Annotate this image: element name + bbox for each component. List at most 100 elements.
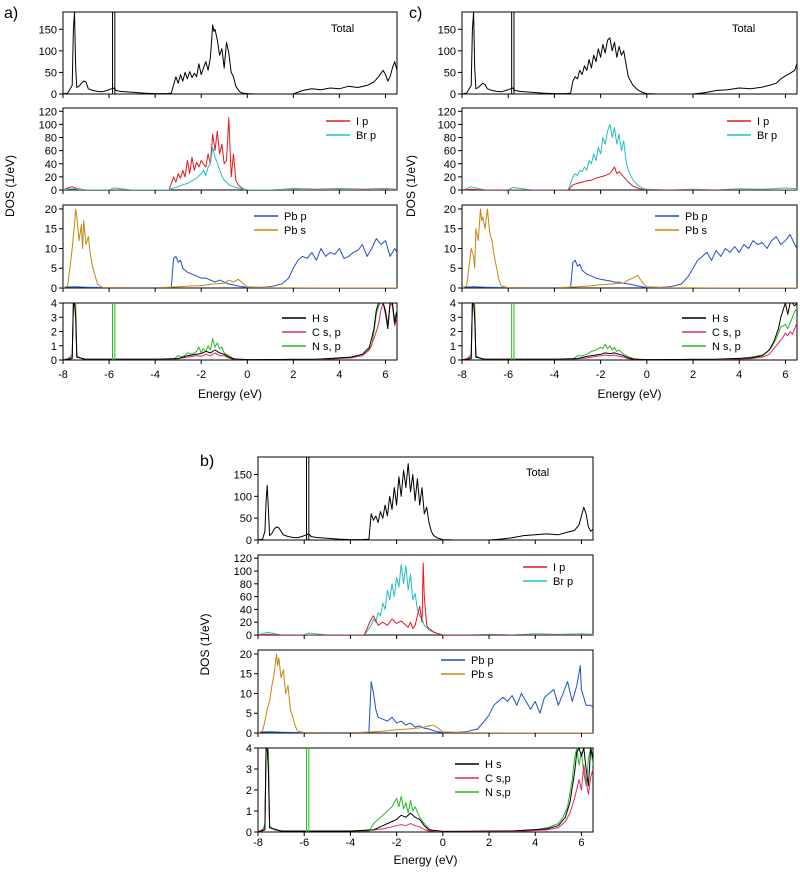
legend-label: Br p [356, 130, 376, 142]
subplot-title: Total [526, 467, 549, 479]
y-tick-label: 100 [39, 119, 57, 131]
y-tick-label: 20 [240, 649, 252, 661]
subplot-frame [257, 456, 594, 541]
y-tick-label: 20 [45, 204, 57, 216]
series-pb-p [258, 665, 593, 733]
plot-area [258, 748, 593, 832]
y-tick-label: 4 [51, 298, 57, 310]
panel-label-b: b) [200, 453, 214, 470]
series-br-p [462, 123, 797, 190]
y-tick-label: 100 [234, 566, 252, 578]
x-axis-title: Energy (eV) [597, 387, 661, 401]
legend-label: Pb s [284, 225, 307, 237]
y-tick-label: 40 [240, 604, 252, 616]
x-tick-label: -2 [392, 837, 402, 849]
legend-label: C s, p [312, 327, 341, 339]
legend-label: H s [712, 313, 729, 325]
y-tick-label: 120 [39, 106, 57, 118]
series-i-p [462, 166, 797, 190]
series-total [63, 12, 397, 94]
y-tick-label: 120 [234, 553, 252, 565]
series-total [462, 12, 797, 94]
x-tick-label: 6 [578, 837, 584, 849]
plot-area [258, 457, 593, 540]
subplot-b-total: 0 50 100 150 Total [234, 456, 594, 547]
x-tick-label: 0 [644, 369, 650, 381]
y-tick-label: 15 [45, 224, 57, 236]
y-tick-label: 10 [45, 243, 57, 255]
series-n-s-p [462, 303, 797, 360]
series-pb-s [63, 208, 397, 288]
y-tick-label: 40 [444, 159, 456, 171]
y-tick-label: 2 [450, 327, 456, 339]
series-i-p [258, 562, 593, 635]
subplot-title: Total [331, 23, 354, 35]
x-tick-label: -4 [346, 837, 356, 849]
legend-label: Pb p [284, 211, 307, 223]
y-tick-label: 100 [438, 46, 456, 58]
y-tick-label: 0 [51, 355, 57, 367]
y-tick-label: 20 [45, 172, 57, 184]
series-c-s-p [258, 748, 593, 832]
y-tick-label: 0 [450, 89, 456, 101]
y-tick-label: 3 [246, 764, 252, 776]
y-tick-label: 0 [246, 630, 252, 642]
subplot-a-Pb: 0 5 10 15 20 Pb p Pb s [45, 204, 398, 295]
y-tick-label: 5 [246, 708, 252, 720]
y-tick-label: 20 [240, 617, 252, 629]
series-n-s-p [258, 748, 593, 832]
x-tick-label: -8 [253, 837, 263, 849]
series-h-s [258, 748, 593, 832]
subplot-frame [461, 302, 798, 361]
subplot-frame [62, 107, 398, 191]
subplot-frame [257, 554, 594, 636]
y-axis-title: DOS (1/eV) [198, 613, 212, 675]
y-tick-label: 0 [246, 535, 252, 547]
y-tick-label: 5 [51, 263, 57, 275]
y-tick-label: 1 [246, 806, 252, 818]
y-tick-label: 150 [438, 24, 456, 36]
legend-label: C s, p [712, 327, 741, 339]
y-tick-label: 3 [450, 312, 456, 324]
x-tick-label: 4 [336, 369, 342, 381]
series-total [258, 463, 593, 540]
x-tick-label: 0 [244, 369, 250, 381]
panel-label-c: c) [409, 5, 422, 22]
y-tick-label: 2 [246, 785, 252, 797]
panel-label-a: a) [4, 5, 18, 22]
x-tick-label: -6 [104, 369, 114, 381]
y-tick-label: 4 [450, 298, 456, 310]
subplot-c-organic: 0 1 2 3 4 -8 -6 -4 -2 0 2 4 6 H s C s, p N s, p [450, 298, 798, 381]
y-tick-label: 0 [246, 827, 252, 839]
y-tick-label: 10 [240, 688, 252, 700]
subplot-a-organic: 0 1 2 3 4 -8 -6 -4 -2 0 2 4 6 H s C s, p N s, p [51, 298, 398, 381]
series-br-p [258, 564, 593, 635]
y-tick-label: 0 [51, 185, 57, 197]
y-tick-label: 15 [444, 224, 456, 236]
legend-label: Pb p [685, 211, 708, 223]
subplot-frame [257, 747, 594, 833]
y-tick-label: 15 [240, 669, 252, 681]
y-tick-label: 1 [51, 341, 57, 353]
series-pb-s [462, 208, 797, 288]
series-i-p [63, 117, 397, 190]
legend-label: Pb p [471, 655, 494, 667]
legend-label: H s [312, 313, 329, 325]
plot-area [63, 12, 397, 94]
y-tick-label: 50 [444, 67, 456, 79]
x-tick-label: -6 [503, 369, 513, 381]
y-tick-label: 10 [444, 243, 456, 255]
subplot-b-organic: 0 1 2 3 4 -8 -6 -4 -2 0 2 4 6 H s C s,p N s,p [246, 743, 594, 849]
x-tick-label: 2 [690, 369, 696, 381]
legend-label: N s,p [485, 787, 511, 799]
y-tick-label: 0 [51, 283, 57, 295]
y-tick-label: 100 [234, 491, 252, 503]
y-tick-label: 3 [51, 312, 57, 324]
x-axis-title: Energy (eV) [393, 853, 457, 867]
legend-label: Pb s [471, 669, 494, 681]
subplot-c-Pb: 0 5 10 15 20 Pb p Pb s [444, 204, 798, 295]
plot-area [462, 208, 797, 288]
subplot-b-Pb: 0 5 10 15 20 Pb p Pb s [240, 649, 594, 740]
x-tick-label: 6 [382, 369, 388, 381]
legend-label: Br p [757, 130, 777, 142]
